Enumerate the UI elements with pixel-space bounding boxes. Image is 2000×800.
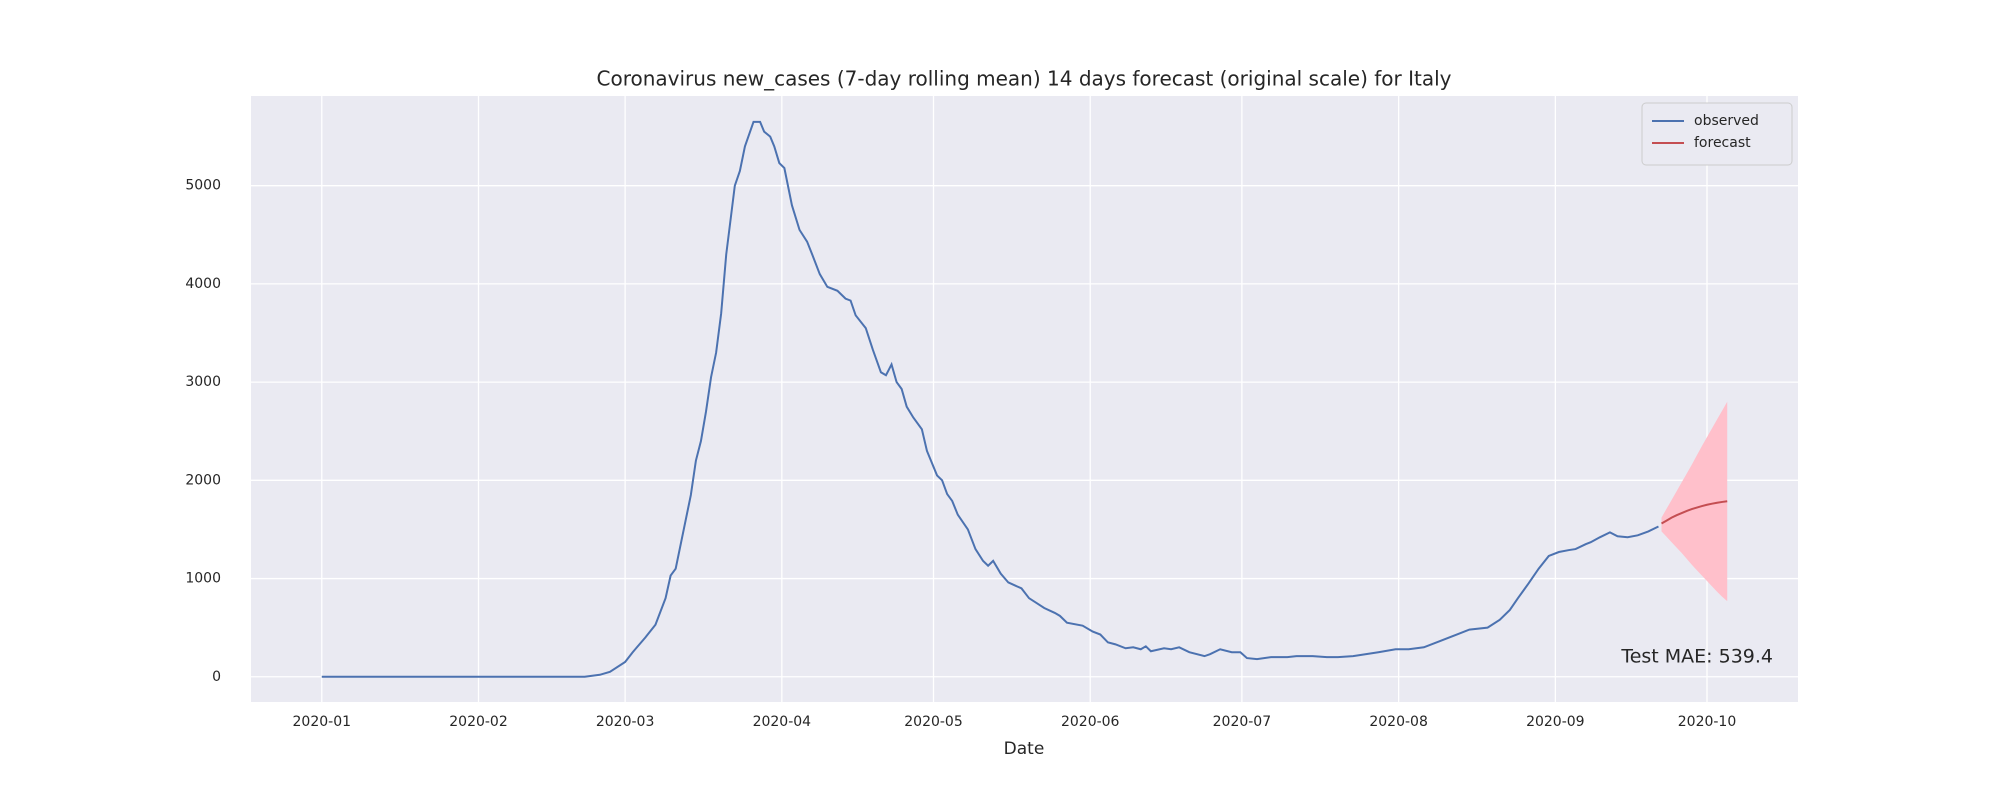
x-tick-label: 2020-04 [753, 714, 812, 730]
x-tick-label: 2020-06 [1061, 714, 1120, 730]
grid [251, 96, 1798, 702]
x-tick-label: 2020-05 [904, 714, 963, 730]
annotation: Test MAE: 539.4 [1620, 646, 1773, 668]
y-tick-label: 3000 [185, 374, 221, 390]
forecast-band [1661, 401, 1728, 602]
series-line [1660, 500, 1728, 525]
legend-label: forecast [1694, 135, 1751, 151]
series-line [321, 120, 1659, 678]
x-tick-label: 2020-07 [1213, 714, 1272, 730]
x-axis-label: Date [1004, 739, 1045, 759]
x-tick-label: 2020-10 [1678, 714, 1737, 730]
legend: observed forecast [1641, 102, 1793, 166]
y-tick-label: 5000 [185, 178, 221, 194]
x-tick-label: 2020-03 [596, 714, 655, 730]
y-tick-label: 1000 [185, 571, 221, 587]
x-tick-label: 2020-09 [1526, 714, 1585, 730]
x-tick-label: 2020-02 [449, 714, 508, 730]
chart-title: Coronavirus new_cases (7-day rolling mea… [597, 67, 1452, 91]
y-tick-label: 2000 [185, 472, 221, 488]
plot-area [251, 96, 1798, 702]
x-tick-label: 2020-01 [293, 714, 352, 730]
y-tick-label: 4000 [185, 276, 221, 292]
y-tick-label: 0 [212, 669, 221, 685]
marks [321, 120, 1728, 678]
x-tick-label: 2020-08 [1369, 714, 1428, 730]
legend-box [1641, 102, 1793, 166]
legend-label: observed [1694, 113, 1759, 129]
